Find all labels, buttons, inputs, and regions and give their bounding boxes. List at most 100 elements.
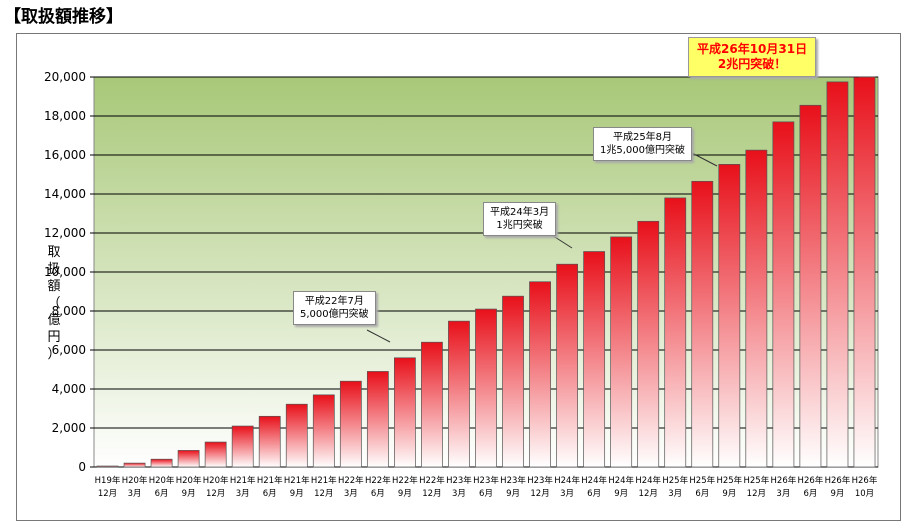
x-tick-label-month: 10月 <box>855 489 874 499</box>
x-tick-label-year: H23年 <box>527 475 553 486</box>
x-tick-label-year: H25年 <box>662 475 688 486</box>
x-tick-label-year: H25年 <box>689 475 715 486</box>
y-tick-label: 18,000 <box>44 109 86 123</box>
x-tick-label-month: 9月 <box>830 489 844 499</box>
y-axis-label-char: 取 <box>47 245 61 260</box>
x-tick-label-year: H21年 <box>230 475 256 486</box>
x-tick-label-month: 6月 <box>695 489 709 499</box>
x-tick-label-month: 12月 <box>639 489 658 499</box>
y-axis-label-char: 額 <box>47 279 61 294</box>
y-axis-label-char: （ <box>47 296 61 311</box>
x-tick-label-month: 3月 <box>776 489 790 499</box>
x-tick-label-year: H24年 <box>554 475 580 486</box>
annotation-line: 2兆円突破！ <box>717 57 787 71</box>
bar <box>772 121 795 468</box>
x-tick-label-year: H22年 <box>392 475 418 486</box>
x-tick-label-year: H21年 <box>311 475 337 486</box>
annotation-5000oku: 平成22年7月 5,000億円突破 <box>293 291 376 325</box>
bar <box>339 380 362 468</box>
bar <box>799 104 822 468</box>
bar <box>394 357 416 468</box>
chart-frame: 0 2,000 4,000 6,000 8,000 10,000 12,000 14,000 1… <box>16 33 901 521</box>
x-tick-label-year: H22年 <box>338 475 364 486</box>
x-tick-label-year: H26年 <box>771 475 797 486</box>
annotation-line: 1兆5,000億円突破 <box>600 145 685 156</box>
x-tick-label-month: 6月 <box>263 489 277 499</box>
y-tick-label: 8,000 <box>52 304 86 318</box>
x-tick-label-month: 3月 <box>128 489 142 499</box>
y-axis-label: 取扱額 （ 億円 ） <box>45 244 63 363</box>
y-tick-label: 16,000 <box>44 148 86 162</box>
x-tick-label-year: H25年 <box>716 475 742 486</box>
x-tick-label-year: H20年 <box>149 475 175 486</box>
y-axis-label-char: 扱 <box>47 262 61 277</box>
bar <box>421 341 443 468</box>
y-tick-label: 12,000 <box>44 226 86 240</box>
y-tick-label: 6,000 <box>52 343 86 357</box>
annotation-1cho: 平成24年3月 1兆円突破 <box>483 202 557 236</box>
annotation-line: 平成25年8月 <box>612 132 673 143</box>
y-axis-label-char: ） <box>47 347 61 362</box>
annotation-2cho: 平成26年10月31日 2兆円突破！ <box>688 37 817 77</box>
x-tick-label-year: H26年 <box>852 475 878 486</box>
x-tick-label-year: H25年 <box>743 475 769 486</box>
annotation-line: 平成24年3月 <box>490 207 550 218</box>
x-tick-label-month: 12月 <box>206 489 225 499</box>
x-tick-label-year: H20年 <box>176 475 202 486</box>
x-tick-label-month: 12月 <box>314 489 333 499</box>
x-tick-label-year: H24年 <box>635 475 661 486</box>
x-tick-label-year: H23年 <box>473 475 499 486</box>
bar <box>177 450 200 468</box>
bar <box>610 236 633 468</box>
x-tick-label-month: 9月 <box>290 489 304 499</box>
x-tick-label-year: H23年 <box>500 475 526 486</box>
annotation-leader <box>691 152 718 167</box>
y-axis-label-char: 億 <box>47 313 61 328</box>
y-axis-label-char: 円 <box>47 330 61 345</box>
bar <box>204 441 227 468</box>
y-tick-label: 2,000 <box>52 421 86 435</box>
x-tick-label-month: 6月 <box>587 489 601 499</box>
x-tick-label-month: 12月 <box>422 489 441 499</box>
x-tick-label-year: H19年 <box>95 475 121 486</box>
x-tick-label-year: H22年 <box>365 475 391 486</box>
y-tick-label: 14,000 <box>44 187 86 201</box>
x-tick-label-month: 6月 <box>155 489 169 499</box>
x-tick-label-year: H20年 <box>203 475 229 486</box>
x-tick-label-month: 9月 <box>398 489 412 499</box>
x-tick-label-year: H20年 <box>122 475 148 486</box>
x-tick-label-year: H21年 <box>257 475 283 486</box>
bar <box>231 425 254 468</box>
bar <box>718 164 741 468</box>
bar <box>96 465 119 468</box>
x-tick-label-year: H21年 <box>284 475 310 486</box>
bar <box>448 320 470 468</box>
bar <box>745 149 768 468</box>
x-tick-label-month: 12月 <box>530 489 549 499</box>
x-tick-label-month: 3月 <box>668 489 682 499</box>
annotation-leader <box>366 329 391 343</box>
x-tick-label-month: 3月 <box>560 489 574 499</box>
bar <box>258 415 281 468</box>
bar <box>583 251 606 468</box>
x-tick-label-year: H24年 <box>608 475 634 486</box>
x-tick-label-year: H24年 <box>581 475 607 486</box>
bar <box>664 197 687 468</box>
x-tick-label-year: H22年 <box>419 475 445 486</box>
x-tick-label-year: H26年 <box>825 475 851 486</box>
y-tick-label: 0 <box>78 460 86 474</box>
x-tick-label-year: H26年 <box>798 475 824 486</box>
x-tick-label-month: 6月 <box>803 489 817 499</box>
annotation-line: 平成26年10月31日 <box>697 42 808 56</box>
x-tick-label-month: 9月 <box>182 489 196 499</box>
bar <box>366 371 389 468</box>
bar-chart: 0 2,000 4,000 6,000 8,000 10,000 12,000 14,000 1… <box>44 70 879 499</box>
x-tick-label-month: 9月 <box>614 489 628 499</box>
bar <box>285 403 308 468</box>
x-tick-label-month: 12月 <box>747 489 766 499</box>
x-tick-label-month: 3月 <box>236 489 250 499</box>
x-tick-label-month: 3月 <box>452 489 466 499</box>
annotation-line: 5,000億円突破 <box>300 309 369 320</box>
x-tick-label-year: H23年 <box>446 475 472 486</box>
bar <box>502 295 524 468</box>
